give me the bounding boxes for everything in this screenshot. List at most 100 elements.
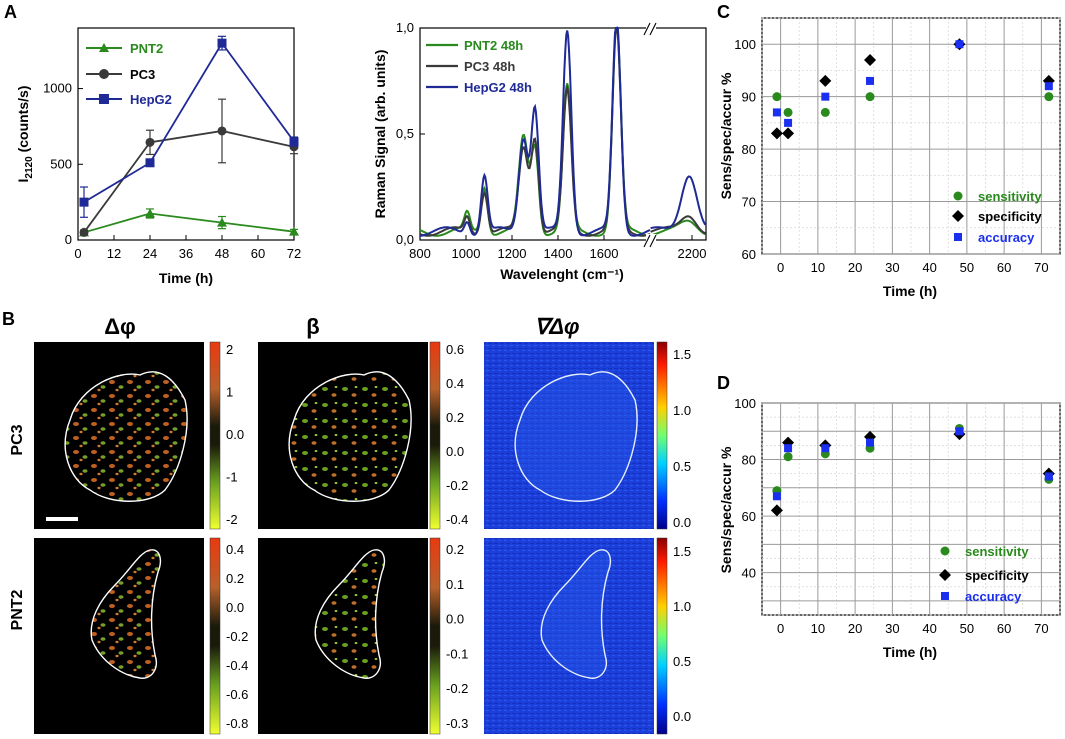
d-points-accuracy-point: [955, 427, 964, 436]
colorbar-tick-pc3_beta: 0.6: [446, 342, 464, 357]
a1-ytick-label: 500: [50, 156, 72, 171]
colorbar-tick-pc3_beta: -0.4: [446, 512, 468, 527]
colorbar-tick-pc3_dphi: -2: [226, 512, 238, 527]
colorbar-tick-pc3_beta: 0.0: [446, 444, 464, 459]
a1-point-pc3: [217, 126, 227, 136]
colorbar-tick-pc3_dphi: 1: [226, 385, 233, 400]
colorbar-tick-pc3_dphi: 2: [226, 342, 233, 357]
c-points-specificity-point: [864, 53, 877, 66]
c-ticks-ytick-label: 80: [742, 142, 756, 157]
a2-xtick-label: 1000: [452, 246, 481, 261]
legend-label-specificity: specificity: [978, 209, 1042, 224]
c-points-sensitivity-point: [783, 107, 793, 117]
c-points-accuracy-point: [955, 40, 964, 49]
cell-outline-pc3-dphi: [64, 371, 188, 502]
a2-xtick-label: 1400: [544, 246, 573, 261]
chart-d-xlabel: Time (h): [883, 644, 937, 660]
colorbar-tick-pc3_grad: 0.0: [673, 515, 691, 530]
a1-xtick-label: 72: [287, 246, 301, 261]
chart-a1-ylabel: I2120 (counts/s): [15, 86, 35, 183]
colorbar-pc3-grad: [656, 341, 668, 530]
c-ticks-xtick-label: 50: [960, 260, 974, 275]
a1-series-line-pnt2: [83, 212, 295, 234]
a1-ytick-label: 1000: [43, 81, 72, 96]
a1-point-pc3: [79, 227, 89, 237]
panel-letter-a: A: [4, 2, 17, 22]
a1-xtick-label: 24: [143, 246, 157, 261]
cell-outline-pc3-beta: [288, 371, 412, 502]
cell-outline-pnt2-grad: [540, 549, 612, 679]
d-ticks-xtick-label: 70: [1034, 621, 1048, 636]
a1-point-pnt2: [217, 217, 227, 227]
colorbar-tick-pc3_dphi: 0.0: [226, 427, 244, 442]
axis-break-bottom-marks: [643, 234, 657, 248]
colorbar-pc3-beta: [429, 341, 441, 530]
colorbar-tick-pnt2_dphi: 0.4: [226, 542, 244, 557]
col-title-beta: β: [306, 314, 319, 339]
c-ticks-ytick-label: 60: [742, 247, 756, 262]
c-ticks-xtick-label: 20: [848, 260, 862, 275]
d-points-accuracy-point: [784, 444, 793, 453]
a1-point-hepg2: [217, 38, 227, 48]
legend-marker-sensitivity: [953, 191, 963, 201]
c-points-specificity-point: [770, 127, 783, 140]
colorbar-pnt2-dphi: [209, 537, 221, 735]
d-ticks-xtick-label: 20: [848, 621, 862, 636]
legend-marker-pnt2: [99, 43, 109, 52]
c-ticks-xtick-label: 40: [922, 260, 936, 275]
legend-label-hepg2-48h: HepG2 48h: [464, 80, 532, 95]
c-ticks-xtick-label: 60: [997, 260, 1011, 275]
a1-point-pnt2: [289, 226, 299, 236]
a1-point-hepg2: [79, 197, 89, 207]
a2-xtick-label: 800: [409, 246, 431, 261]
scale-bar: [46, 517, 78, 521]
cell-outline-pc3-grad: [514, 371, 638, 502]
c-ticks-xtick-label: 30: [885, 260, 899, 275]
legend-label-sensitivity: sensitivity: [978, 189, 1042, 204]
chart-a1-frame: [77, 27, 295, 241]
c-points-accuracy-point: [772, 108, 781, 117]
d-ticks-xtick-label: 60: [997, 621, 1011, 636]
colorbar-tick-pnt2_dphi: -0.4: [226, 658, 248, 673]
colorbar-tick-pnt2_grad: 1.5: [673, 544, 691, 559]
legend-label-accuracy: accuracy: [978, 230, 1035, 245]
c-ticks-ytick-label: 100: [734, 37, 756, 52]
legend-marker-specificity-d: [939, 569, 951, 581]
c-points-accuracy-point: [784, 118, 793, 127]
chart-a-time-course: 0 12 24 36 48 60 72 0 500 1000 PNT2 PC3 HepG2 Tim…: [15, 27, 301, 286]
a1-series-line-hepg2: [83, 41, 295, 203]
legend-label-hepg2: HepG2: [130, 92, 172, 107]
a2-spectrum-2: [419, 27, 651, 237]
colorbar-tick-pnt2_grad: 1.0: [673, 599, 691, 614]
a2-ytick-label: 1,0: [396, 20, 414, 35]
legend-label-accuracy-d: accuracy: [965, 589, 1022, 604]
d-ticks-xtick-label: 30: [885, 621, 899, 636]
colorbar-tick-pc3_grad: 1.0: [673, 403, 691, 418]
c-points-accuracy-point: [821, 92, 830, 101]
row-label-pnt2: PNT2: [9, 589, 26, 630]
colorbar-tick-pc3_dphi: -1: [226, 470, 238, 485]
chart-d-performance: 0 10 20 30 40 50 60 70 40 60 80 100 sensitivity spe…: [718, 396, 1061, 660]
chart-a1-legend: PNT2 PC3 HepG2: [86, 41, 172, 107]
legend-label-pnt2: PNT2: [130, 41, 163, 56]
c-points-accuracy-point: [1044, 82, 1053, 91]
c-ticks-xtick-label: 0: [777, 260, 784, 275]
legend-label-specificity-d: specificity: [965, 568, 1029, 583]
chart-c-performance: 0 10 20 30 40 50 60 70 60 70 80 90 100 sensitivity s…: [718, 17, 1061, 299]
col-title-dphi: Δφ: [104, 314, 136, 339]
a2-ytick-label: 0,5: [396, 126, 414, 141]
a1-point-pc3: [145, 137, 155, 147]
c-points-sensitivity-point: [1044, 92, 1054, 102]
a2-spectrum-1: [419, 26, 651, 237]
a1-point-pnt2: [145, 208, 155, 218]
d-points-accuracy-point: [866, 438, 875, 447]
cell-outline-pnt2-beta: [314, 549, 386, 679]
a1-point-hepg2: [289, 137, 299, 147]
colorbar-tick-pnt2_dphi: -0.8: [226, 716, 248, 731]
legend-marker-accuracy: [954, 233, 962, 241]
chart-c-xlabel: Time (h): [883, 283, 937, 299]
legend-marker-specificity: [952, 210, 964, 222]
c-ticks-xtick-label: 10: [811, 260, 825, 275]
chart-a1-xlabel: Time (h): [159, 270, 213, 286]
colorbar-tick-pc3_beta: 0.2: [446, 410, 464, 425]
